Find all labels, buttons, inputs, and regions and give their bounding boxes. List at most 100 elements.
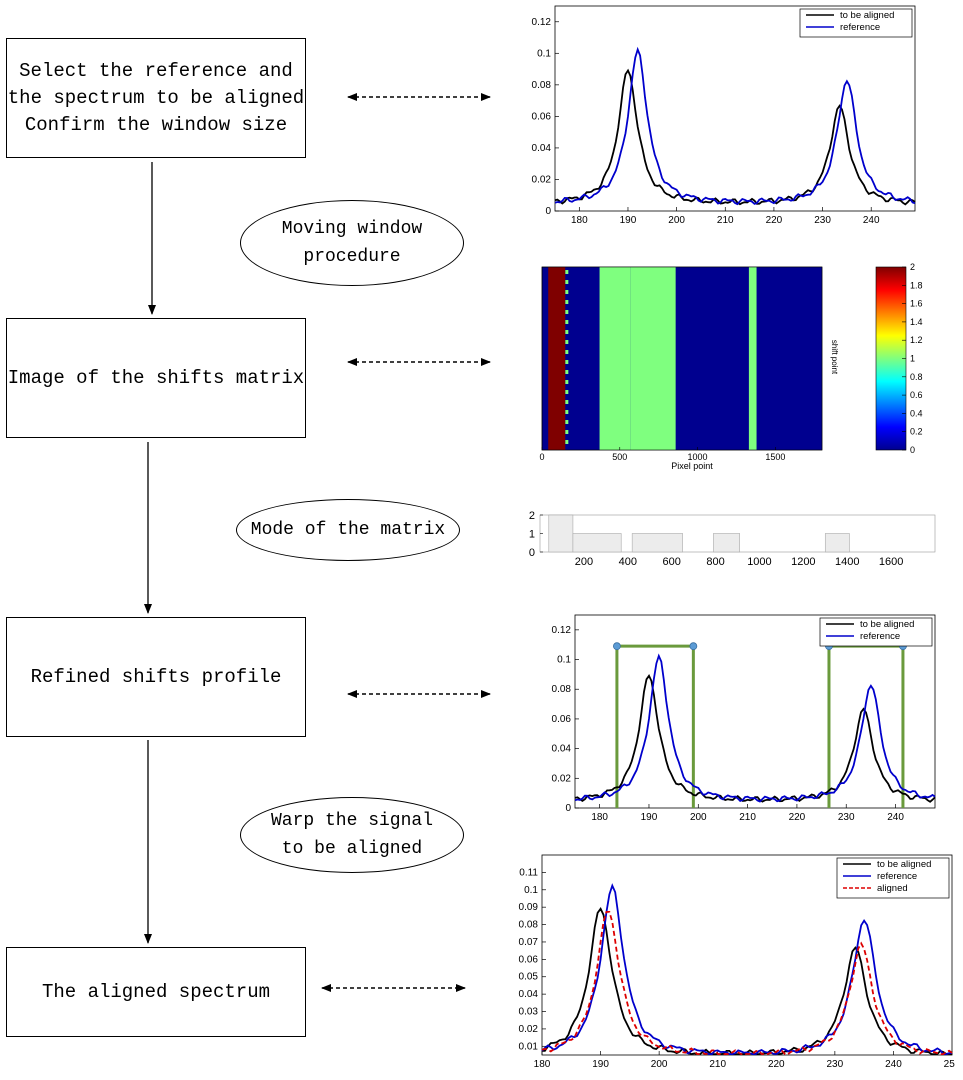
- y-tick-label: 2: [529, 510, 535, 522]
- mode-bar: [824, 533, 850, 553]
- y-tick-label: 0.12: [532, 17, 552, 28]
- heatmap-speckle: [565, 330, 569, 334]
- x-tick-label: 220: [766, 215, 783, 226]
- x-tick-label: 600: [662, 556, 680, 568]
- series-line: [541, 911, 953, 1056]
- heatmap-band: [565, 267, 600, 450]
- y-tick-label: 0: [529, 547, 535, 559]
- x-tick-label: 500: [612, 452, 627, 462]
- heatmap-band: [548, 267, 566, 450]
- y-tick-label: 0.01: [519, 1041, 539, 1052]
- aligned-spectrum-chart: 180 190 200 210 220 230 240 250 0.01 0.02 0.03 0.04…: [519, 854, 955, 1070]
- x-tick-label: 200: [651, 1059, 668, 1070]
- heatmap-speckle: [565, 420, 569, 424]
- y-tick-label: 1: [529, 529, 535, 541]
- window-marker: [615, 644, 695, 808]
- y-tick-label: 0: [565, 803, 571, 814]
- x-tick-label: 1600: [879, 556, 903, 568]
- heatmap-band: [675, 267, 682, 450]
- x-tick-label: 180: [591, 812, 608, 823]
- y-tick-label: 0.08: [552, 684, 572, 695]
- colorbar: [875, 266, 907, 451]
- x-tick-label: 180: [571, 215, 588, 226]
- step-text: Image of the shifts matrix: [7, 366, 305, 389]
- x-tick-label: 180: [534, 1059, 551, 1070]
- colorbar-tick-label: 0.8: [910, 372, 923, 382]
- x-tick-label: 210: [717, 215, 734, 226]
- x-tick-label: 400: [619, 556, 637, 568]
- legend-label: to be aligned: [877, 859, 931, 870]
- y-tick-label: 0.06: [519, 954, 539, 965]
- heatmap-speckle: [565, 310, 569, 314]
- y-axis-label: shift point: [830, 340, 839, 375]
- x-tick-label: 1000: [688, 452, 708, 462]
- step-shifts-matrix-image: Image of the shifts matrix: [6, 318, 306, 438]
- series-line: [574, 653, 936, 803]
- colorbar-tick-label: 2: [910, 262, 915, 272]
- y-tick-label: 0.02: [532, 174, 552, 185]
- heatmap-speckle: [565, 430, 569, 434]
- y-tick-label: 0: [545, 206, 551, 217]
- heatmap-speckle: [565, 350, 569, 354]
- mode-bar: [572, 533, 622, 553]
- heatmap-speckle: [565, 280, 569, 284]
- colorbar-tick-label: 1.6: [910, 299, 923, 309]
- heatmap-speckle: [565, 370, 569, 374]
- legend-label: reference: [877, 871, 917, 882]
- x-tick-label: 210: [739, 812, 756, 823]
- legend-label: aligned: [877, 883, 908, 894]
- heatmap-band: [682, 267, 749, 450]
- refined-profile-chart: 180 190 200 210 220 230 240 0 0.02 0.04 0.06 0.08 0.…: [552, 614, 936, 823]
- heatmap-band: [630, 267, 676, 450]
- y-tick-label: 0.02: [552, 773, 572, 784]
- step-text: Select the reference and the spectrum to…: [7, 59, 305, 136]
- heatmap-band: [748, 267, 757, 450]
- x-tick-label: 240: [885, 1059, 902, 1070]
- step-text: Refined shifts profile: [30, 665, 282, 688]
- x-tick-label: 0: [539, 452, 544, 462]
- y-tick-label: 0.02: [519, 1024, 539, 1035]
- heatmap-speckle: [565, 270, 569, 274]
- x-tick-label: 230: [838, 812, 855, 823]
- x-tick-label: 230: [814, 215, 831, 226]
- colorbar-tick-label: 0: [910, 445, 915, 455]
- y-tick-label: 0.08: [519, 920, 539, 931]
- window-node: [613, 642, 621, 651]
- x-tick-label: 1000: [747, 556, 771, 568]
- colorbar-tick-label: 0.4: [910, 408, 923, 418]
- colorbar-tick-label: 0.2: [910, 427, 923, 437]
- y-tick-label: 0.11: [519, 867, 538, 878]
- mode-bar: [548, 514, 574, 553]
- heatmap-speckle: [565, 300, 569, 304]
- colorbar-tick-label: 1.4: [910, 317, 923, 327]
- legend-box: [799, 8, 913, 38]
- series-line: [541, 883, 953, 1056]
- procedure-moving-window: Moving window procedure: [240, 200, 464, 286]
- x-tick-label: 240: [887, 812, 904, 823]
- x-tick-label: 1500: [765, 452, 785, 462]
- heatmap-border: [541, 266, 823, 451]
- step-text: The aligned spectrum: [41, 980, 271, 1003]
- x-tick-label: 250: [944, 1059, 955, 1070]
- y-tick-label: 0.06: [552, 714, 572, 725]
- x-tick-label: 200: [668, 215, 685, 226]
- x-tick-label: 220: [768, 1059, 785, 1070]
- colorbar-tick-label: 1.2: [910, 335, 923, 345]
- legend-label: to be aligned: [860, 619, 914, 630]
- step-aligned-spectrum: The aligned spectrum: [6, 947, 306, 1037]
- y-tick-label: 0.04: [519, 989, 539, 1000]
- colorbar-tick-label: 1.8: [910, 280, 923, 290]
- x-tick-label: 190: [620, 215, 637, 226]
- heatmap-speckle: [565, 440, 569, 444]
- heatmap-speckle: [565, 400, 569, 404]
- x-tick-label: 1400: [835, 556, 859, 568]
- legend-label: reference: [860, 631, 900, 642]
- plot-frame: [554, 5, 916, 212]
- y-tick-label: 0.03: [519, 1007, 539, 1018]
- x-tick-label: 1200: [791, 556, 815, 568]
- x-tick-label: 210: [709, 1059, 726, 1070]
- spectrum-chart: 180 190 200 210 220 230 240 0 0.02 0.04 0.06 0.08 0.…: [532, 5, 916, 226]
- colorbar-tick-label: 1: [910, 354, 915, 364]
- y-tick-label: 0.09: [519, 902, 539, 913]
